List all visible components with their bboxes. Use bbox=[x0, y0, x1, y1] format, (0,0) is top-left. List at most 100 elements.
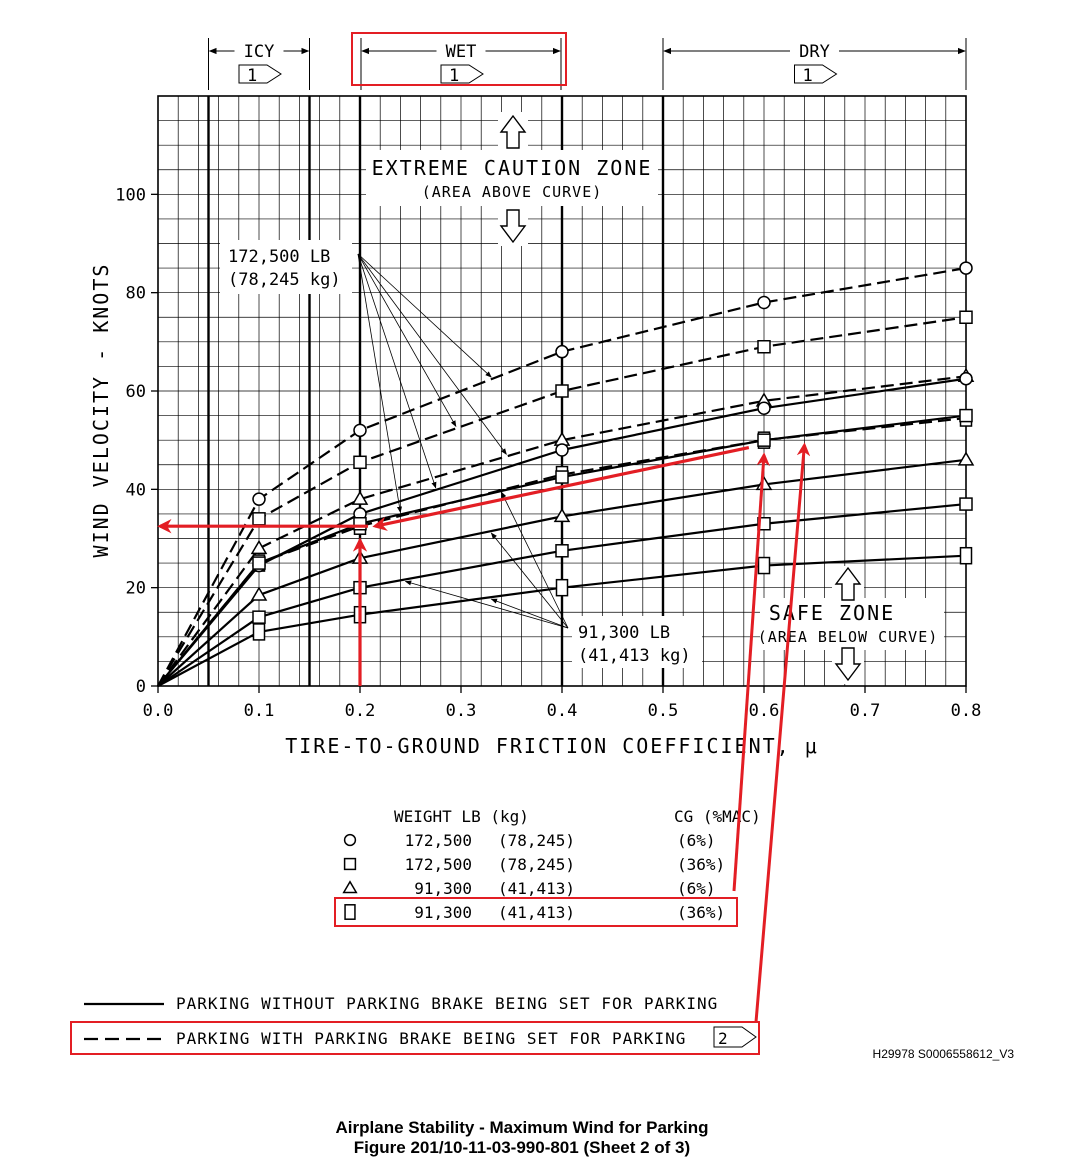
y-tick-label: 100 bbox=[115, 185, 146, 205]
series-1-point bbox=[757, 295, 771, 310]
legend-weight-kg: (78,245) bbox=[498, 855, 575, 874]
legend-weight-lb: 91,300 bbox=[414, 903, 472, 922]
series-7-point bbox=[957, 451, 975, 466]
heavy-weight-annotation: 172,500 LB (78,245 kg) bbox=[220, 240, 507, 514]
heavy-weight-lb: 172,500 LB bbox=[228, 247, 330, 267]
arrow-down-icon bbox=[834, 647, 862, 682]
weight-annotations: 172,500 LB (78,245 kg) 91,300 LB (41,413 kg… bbox=[220, 240, 702, 668]
legend-note-number: 2 bbox=[718, 1029, 729, 1048]
series-6-point bbox=[757, 433, 771, 447]
series-9-point bbox=[959, 546, 973, 565]
line-style-legend-row: PARKING WITHOUT PARKING BRAKE BEING SET … bbox=[84, 994, 718, 1013]
leader-line bbox=[404, 580, 569, 629]
weight-legend-row: 91,300 (41,413) (6%) bbox=[342, 879, 716, 898]
line-style-legend-row: PARKING WITH PARKING BRAKE BEING SET FOR… bbox=[70, 1021, 760, 1055]
series-3-point bbox=[250, 539, 268, 555]
leader-line bbox=[490, 532, 569, 629]
x-tick-label: 0.5 bbox=[648, 701, 679, 721]
series-6-point bbox=[959, 408, 973, 423]
safe-zone-label: SAFE ZONE (AREA BELOW CURVE) bbox=[758, 566, 944, 684]
series-9-point bbox=[252, 623, 266, 641]
series-lines bbox=[157, 266, 967, 687]
note-flag-icon bbox=[440, 64, 484, 84]
series-6-point bbox=[555, 470, 569, 484]
series-line-2 bbox=[157, 316, 967, 687]
x-tick-label: 0.3 bbox=[446, 701, 477, 721]
red-line-style-link-arrow bbox=[754, 442, 811, 1023]
weight-legend: WEIGHT LB (kg) CG (%MAC) 172,500 (78,245) (6… bbox=[334, 807, 761, 927]
series-7-point bbox=[250, 586, 268, 601]
series-5-point bbox=[757, 401, 771, 415]
axis-ticks: 0.0 0.1 0.2 0.3 0.4 0.5 0.6 0.7 0.8 0 20 40 60 80 100 bbox=[115, 185, 981, 721]
series-2-point bbox=[353, 455, 367, 470]
legend-weight-kg: (78,245) bbox=[498, 831, 575, 850]
arrow-up-icon bbox=[834, 566, 862, 601]
caution-zone-subtitle: (AREA ABOVE CURVE) bbox=[422, 183, 603, 201]
legend-weight-lb: 172,500 bbox=[405, 855, 472, 874]
band-label: DRY bbox=[799, 42, 830, 62]
legend-cg: (36%) bbox=[677, 903, 725, 922]
safe-zone-subtitle: (AREA BELOW CURVE) bbox=[758, 628, 939, 646]
note-flag-icon bbox=[238, 64, 282, 84]
series-line-6 bbox=[157, 414, 967, 687]
legend-weight-kg: (41,413) bbox=[498, 879, 575, 898]
series-3-point bbox=[351, 490, 369, 505]
legend-marker-circle bbox=[343, 833, 357, 847]
series-1-point bbox=[555, 344, 569, 359]
caution-zone-backdrop bbox=[366, 150, 658, 206]
legend-line-highlight bbox=[70, 1021, 760, 1055]
y-tick-label: 20 bbox=[126, 579, 146, 599]
series-1-point bbox=[252, 492, 266, 506]
leader-line bbox=[490, 598, 569, 629]
annotation-backdrop bbox=[572, 616, 702, 668]
legend-weight-lb: 172,500 bbox=[405, 831, 472, 850]
series-line-9 bbox=[157, 554, 967, 687]
band-note-number: 1 bbox=[449, 66, 459, 86]
y-tick-label: 0 bbox=[136, 677, 146, 697]
figure-id: H29978 S0006558612_V3 bbox=[873, 1047, 1015, 1061]
y-tick-label: 80 bbox=[126, 284, 146, 304]
figure-title: Airplane Stability - Maximum Wind for Pa… bbox=[336, 1118, 709, 1137]
legend-line-label: PARKING WITHOUT PARKING BRAKE BEING SET … bbox=[176, 994, 718, 1013]
series-9-point bbox=[757, 556, 771, 575]
arrow-up-icon bbox=[499, 114, 527, 149]
band-note-number: 1 bbox=[803, 66, 813, 86]
series-2-point bbox=[555, 384, 569, 398]
x-tick-label: 0.2 bbox=[345, 701, 376, 721]
x-tick-label: 0.8 bbox=[951, 701, 982, 721]
surface-band-wet: WET 1 bbox=[351, 32, 567, 90]
series-1-point bbox=[959, 261, 973, 275]
x-tick-label: 0.4 bbox=[547, 701, 578, 721]
legend-line-label: PARKING WITH PARKING BRAKE BEING SET FOR… bbox=[176, 1029, 686, 1048]
leader-line bbox=[357, 253, 492, 378]
zone-labels: EXTREME CAUTION ZONE (AREA ABOVE CURVE) SA… bbox=[366, 112, 944, 684]
series-8-point bbox=[252, 610, 266, 624]
series-2-point bbox=[757, 340, 771, 354]
legend-marker-tall-square bbox=[344, 904, 356, 920]
band-note-number: 1 bbox=[247, 66, 257, 86]
annotation-backdrop bbox=[220, 240, 352, 294]
x-tick-label: 0.6 bbox=[749, 701, 780, 721]
weight-legend-header: WEIGHT LB (kg) bbox=[394, 807, 529, 826]
weight-legend-row: 91,300 (41,413) (36%) bbox=[334, 897, 738, 927]
y-axis-title: WIND VELOCITY - KNOTS bbox=[89, 263, 113, 558]
surface-band-dry: DRY 1 bbox=[662, 38, 967, 90]
legend-row-highlight bbox=[334, 897, 738, 927]
series-6-point bbox=[252, 556, 266, 570]
series-2-point bbox=[252, 512, 266, 526]
series-1-point bbox=[353, 423, 367, 438]
surface-bands: ICY 1 WET 1 DRY 1 bbox=[208, 32, 967, 90]
red-legend-link-arrow bbox=[732, 452, 770, 892]
x-axis-title: TIRE-TO-GROUND FRICTION COEFFICIENT, μ bbox=[285, 734, 819, 758]
x-tick-label: 0.7 bbox=[850, 701, 881, 721]
series-6-point bbox=[353, 517, 367, 531]
figure-subtitle: Figure 201/10-11-03-990-801 (Sheet 2 of … bbox=[354, 1138, 690, 1157]
heavy-weight-kg: (78,245 kg) bbox=[228, 270, 341, 290]
y-tick-label: 40 bbox=[126, 480, 146, 500]
series-5-point bbox=[959, 371, 973, 386]
arrow-down-icon bbox=[499, 209, 527, 244]
series-line-3 bbox=[157, 375, 967, 687]
red-trace-arrow bbox=[372, 445, 750, 531]
series-line-7 bbox=[157, 458, 967, 687]
legend-weight-kg: (41,413) bbox=[498, 903, 575, 922]
